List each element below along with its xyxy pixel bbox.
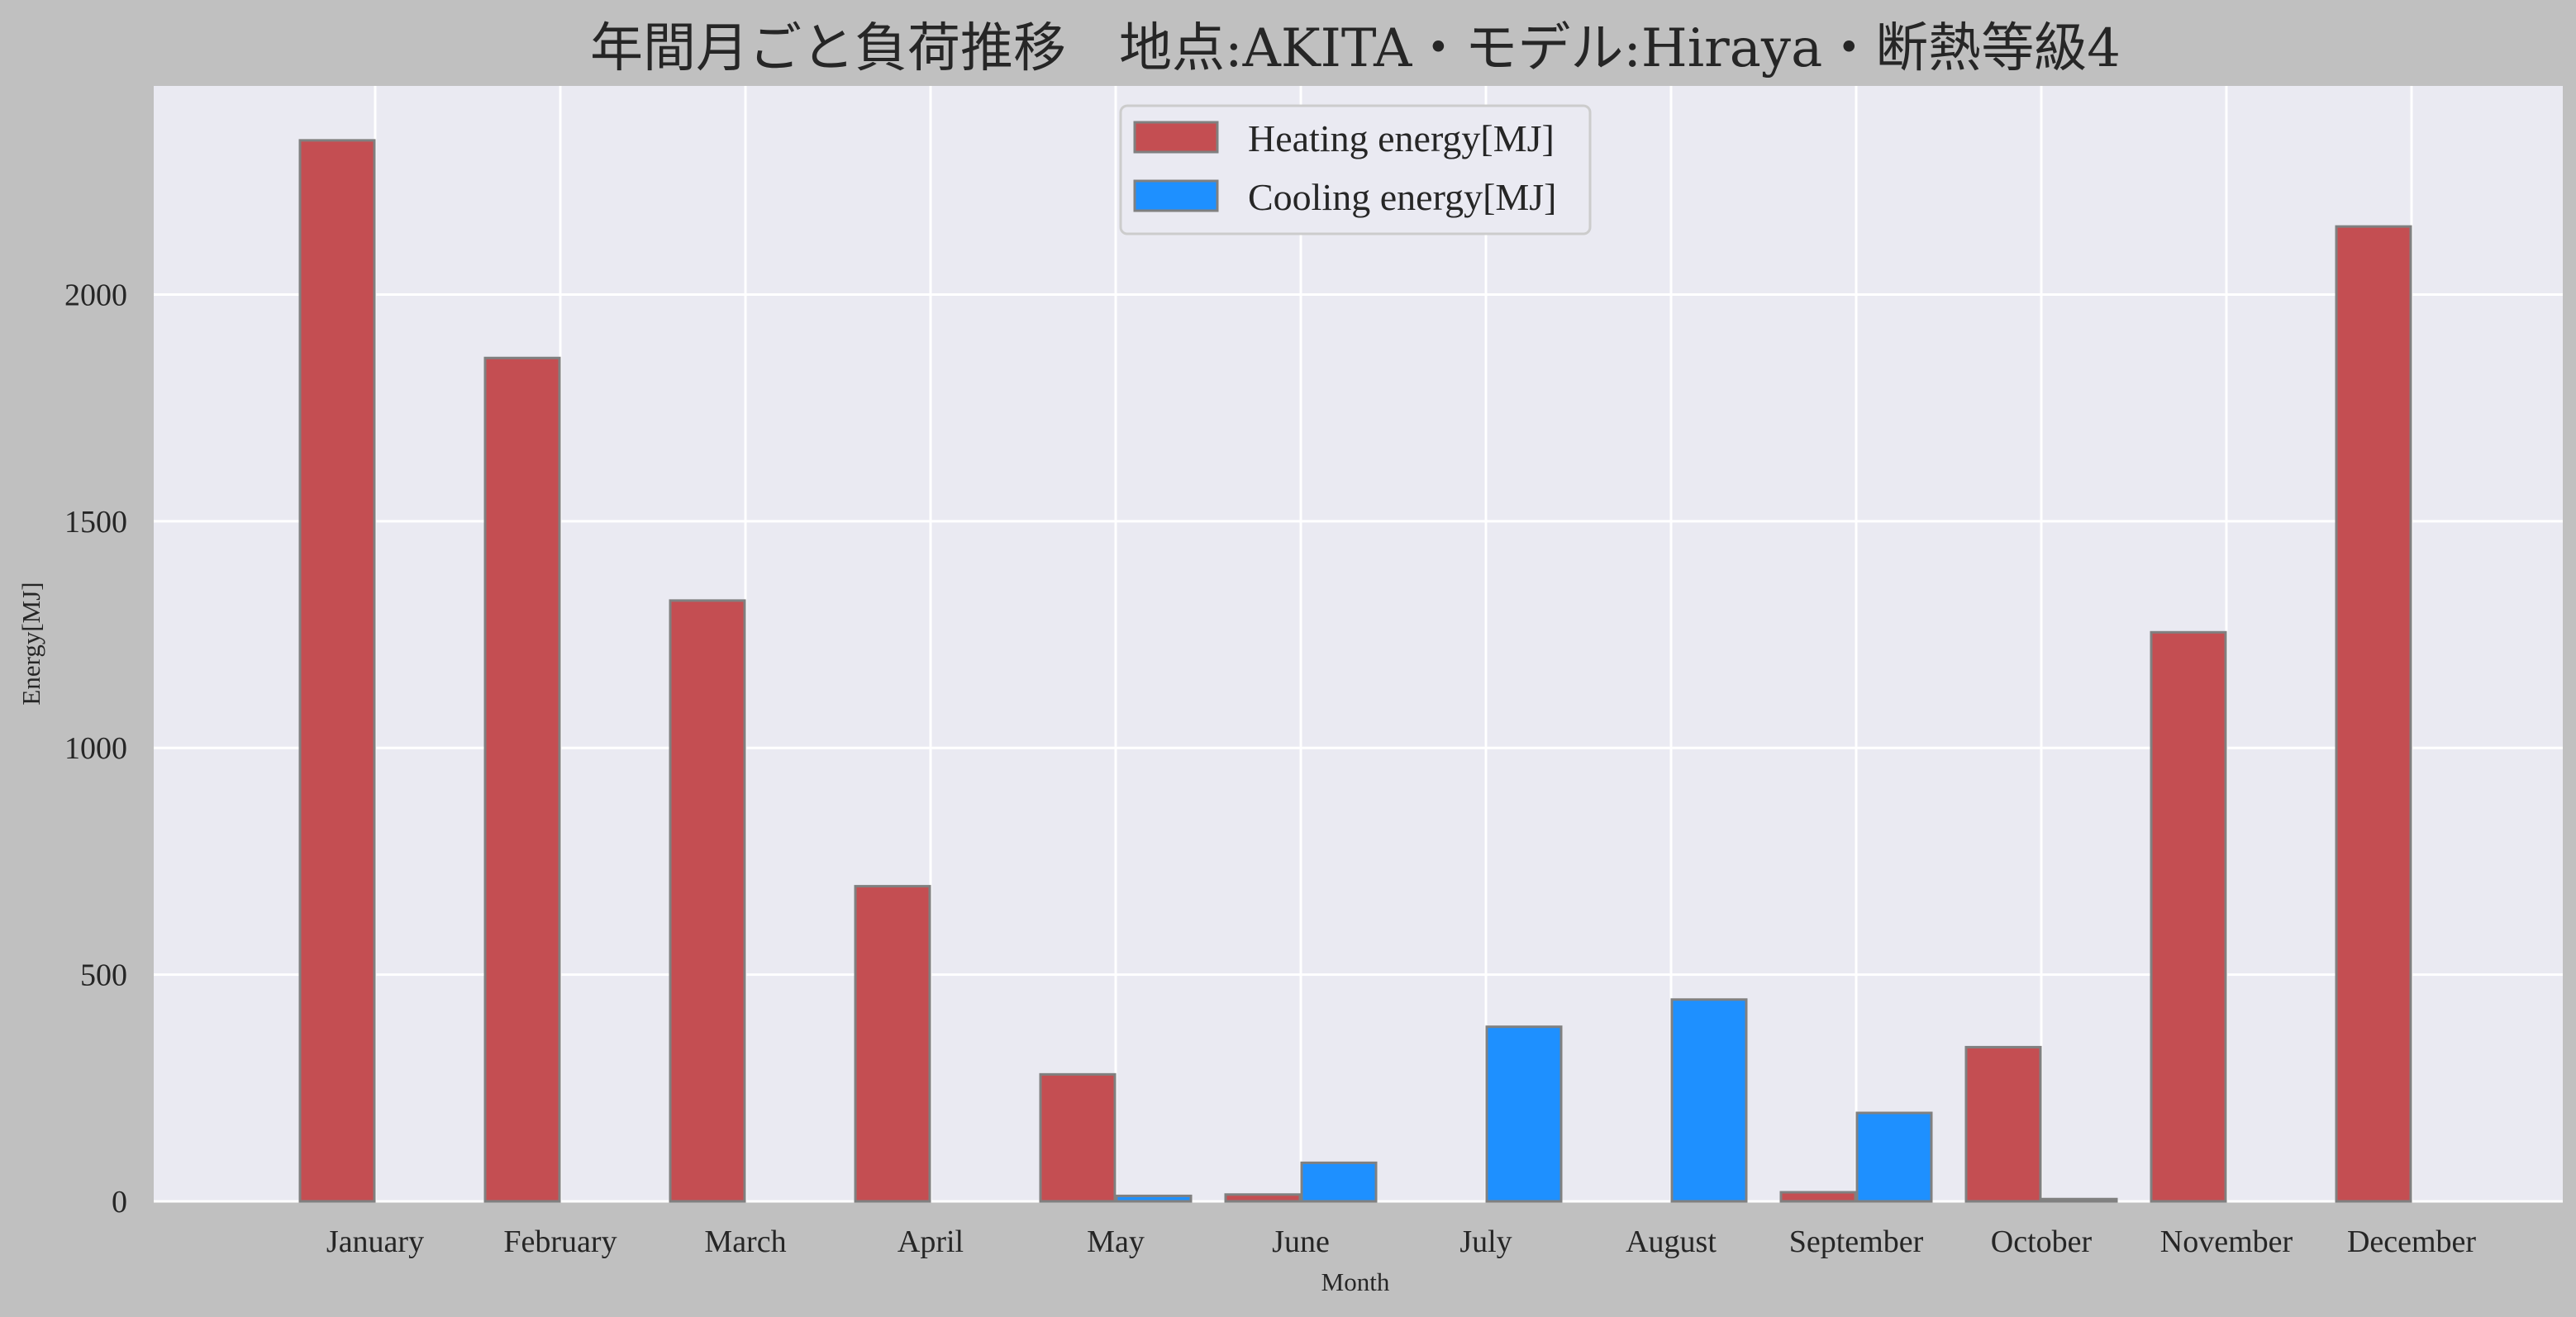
bar-cooling-june bbox=[1300, 1161, 1378, 1203]
x-tick-label-december: December bbox=[2347, 1224, 2476, 1259]
x-tick-label-october: October bbox=[1991, 1224, 2093, 1259]
x-tick-label-march: March bbox=[704, 1224, 786, 1259]
bar-cooling-may bbox=[1115, 1194, 1193, 1203]
x-axis-ticks: January February March April May June July Augu… bbox=[326, 1224, 2476, 1259]
y-tick-label-3: 1500 bbox=[64, 505, 127, 540]
legend-swatch-heating bbox=[1133, 121, 1219, 154]
bar-heating-march bbox=[669, 599, 746, 1203]
y-tick-label-0: 0 bbox=[112, 1185, 127, 1220]
bar-heating-february bbox=[483, 356, 561, 1203]
bars-layer bbox=[298, 139, 2412, 1203]
legend-label-heating: Heating energy[MJ] bbox=[1248, 117, 1555, 159]
bar-cooling-august bbox=[1670, 998, 1748, 1203]
bar-heating-june bbox=[1224, 1193, 1302, 1203]
y-tick-label-1: 500 bbox=[80, 958, 127, 993]
legend-label-cooling: Cooling energy[MJ] bbox=[1248, 176, 1557, 218]
y-axis-ticks: 0 500 1000 1500 2000 bbox=[64, 278, 127, 1220]
bar-heating-april bbox=[854, 885, 931, 1203]
x-tick-label-august: August bbox=[1626, 1224, 1717, 1259]
chart-title: 年間月ごと負荷推移 地点:AKITA・モデル:Hiraya・断熱等級4 bbox=[590, 18, 2121, 79]
bar-heating-january bbox=[298, 139, 376, 1203]
x-axis-label: Month bbox=[1321, 1267, 1390, 1296]
bar-heating-november bbox=[2150, 630, 2227, 1203]
legend-box bbox=[1119, 104, 1592, 235]
bar-cooling-october bbox=[2040, 1197, 2118, 1203]
x-tick-label-april: April bbox=[898, 1224, 964, 1259]
y-axis-label: Energy[MJ] bbox=[17, 582, 45, 705]
x-tick-label-november: November bbox=[2160, 1224, 2293, 1259]
x-tick-label-may: May bbox=[1087, 1224, 1145, 1259]
x-tick-label-july: July bbox=[1459, 1224, 1512, 1259]
legend-swatch-cooling bbox=[1133, 179, 1219, 212]
x-tick-label-january: January bbox=[326, 1224, 424, 1259]
x-tick-label-february: February bbox=[503, 1224, 617, 1259]
bar-heating-may bbox=[1039, 1072, 1117, 1203]
bar-cooling-july bbox=[1485, 1025, 1563, 1203]
y-tick-label-2: 1000 bbox=[64, 731, 127, 766]
y-tick-label-4: 2000 bbox=[64, 278, 127, 312]
bar-heating-october bbox=[1964, 1045, 2042, 1203]
x-tick-label-september: September bbox=[1789, 1224, 1924, 1259]
bar-heating-september bbox=[1779, 1191, 1857, 1203]
x-tick-label-june: June bbox=[1272, 1224, 1330, 1259]
bar-heating-december bbox=[2335, 225, 2412, 1203]
legend: Heating energy[MJ] Cooling energy[MJ] bbox=[1119, 104, 1592, 235]
bar-cooling-september bbox=[1855, 1111, 1933, 1203]
